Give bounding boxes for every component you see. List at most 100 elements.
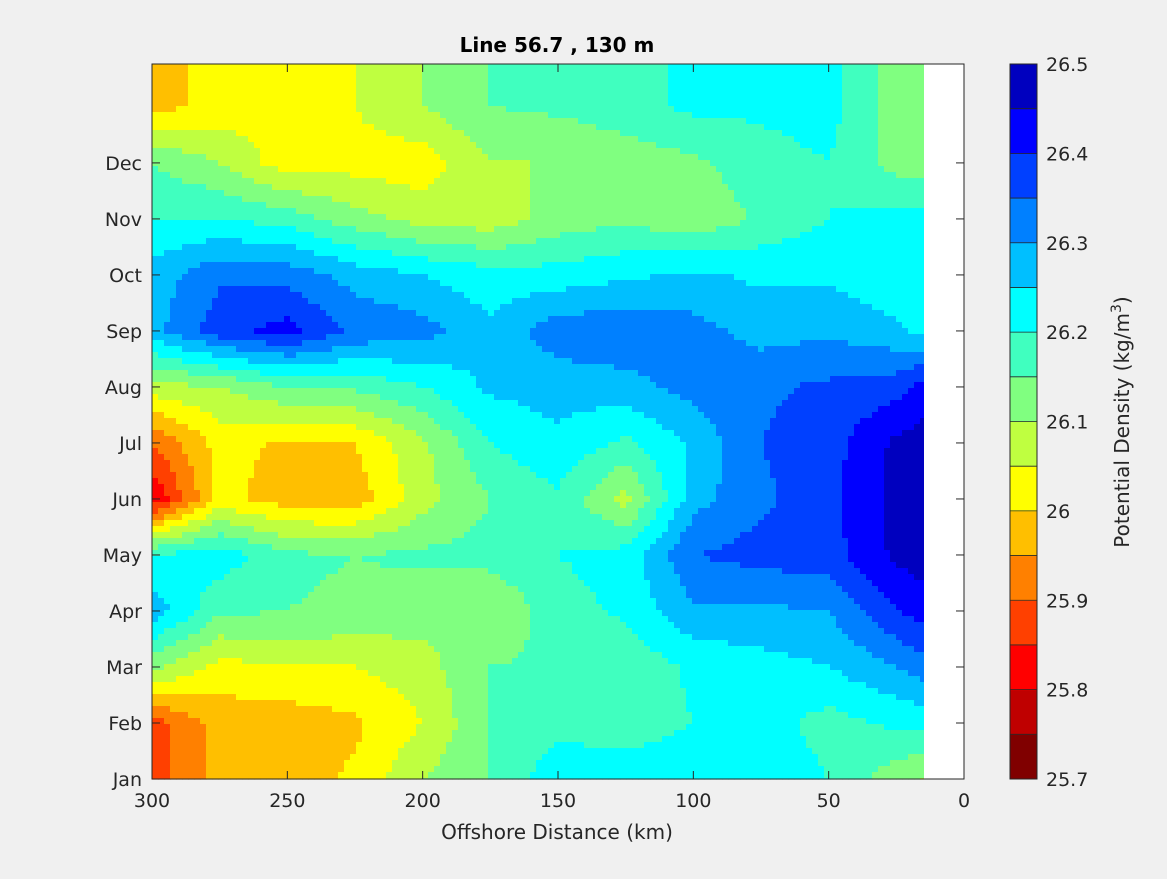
contour-cell <box>194 244 201 251</box>
contour-cell <box>896 70 903 77</box>
contour-cell <box>260 160 267 167</box>
contour-cell <box>164 172 171 179</box>
contour-cell <box>578 274 585 281</box>
contour-cell <box>530 172 537 179</box>
contour-cell <box>836 196 843 203</box>
contour-cell <box>596 160 603 167</box>
contour-cell <box>488 88 495 95</box>
contour-cell <box>740 142 747 149</box>
contour-cell <box>650 214 657 221</box>
contour-cell <box>242 244 249 251</box>
contour-cell <box>854 112 861 119</box>
contour-cell <box>326 160 333 167</box>
contour-cell <box>620 274 627 281</box>
contour-cell <box>830 250 837 257</box>
contour-cell <box>224 184 231 191</box>
contour-cell <box>512 148 519 155</box>
contour-cell <box>218 148 225 155</box>
contour-cell <box>446 190 453 197</box>
contour-cell <box>452 202 459 209</box>
contour-cell <box>902 142 909 149</box>
contour-cell <box>896 184 903 191</box>
contour-cell <box>716 208 723 215</box>
contour-cell <box>842 256 849 263</box>
contour-cell <box>644 256 651 263</box>
contour-cell <box>290 148 297 155</box>
contour-cell <box>470 292 477 299</box>
contour-cell <box>626 262 633 269</box>
contour-cell <box>908 250 915 257</box>
contour-cell <box>758 268 765 275</box>
contour-cell <box>680 244 687 251</box>
contour-cell <box>524 82 531 89</box>
contour-cell <box>230 130 237 137</box>
contour-cell <box>308 226 315 233</box>
contour-cell <box>824 256 831 263</box>
contour-cell <box>260 226 267 233</box>
contour-cell <box>158 244 165 251</box>
contour-cell <box>902 124 909 131</box>
contour-cell <box>596 118 603 125</box>
contour-cell <box>548 232 555 239</box>
contour-cell <box>152 202 159 209</box>
contour-cell <box>200 148 207 155</box>
contour-cell <box>632 238 639 245</box>
contour-cell <box>710 220 717 227</box>
contour-cell <box>188 172 195 179</box>
contour-cell <box>572 88 579 95</box>
contour-cell <box>260 166 267 173</box>
contour-cell <box>650 232 657 239</box>
contour-cell <box>782 106 789 113</box>
contour-cell <box>452 214 459 221</box>
contour-cell <box>152 118 159 125</box>
contour-cell <box>542 208 549 215</box>
contour-cell <box>476 148 483 155</box>
contour-cell <box>296 82 303 89</box>
contour-cell <box>518 274 525 281</box>
contour-cell <box>206 256 213 263</box>
contour-cell <box>530 118 537 125</box>
contour-cell <box>536 196 543 203</box>
contour-cell <box>416 208 423 215</box>
contour-cell <box>374 208 381 215</box>
contour-cell <box>356 256 363 263</box>
contour-cell <box>512 292 519 299</box>
contour-cell <box>572 238 579 245</box>
contour-cell <box>272 202 279 209</box>
contour-cell <box>470 184 477 191</box>
contour-cell <box>740 154 747 161</box>
contour-cell <box>164 250 171 257</box>
contour-cell <box>812 154 819 161</box>
contour-cell <box>584 70 591 77</box>
contour-cell <box>860 262 867 269</box>
contour-cell <box>152 232 159 239</box>
contour-cell <box>518 250 525 257</box>
contour-cell <box>422 148 429 155</box>
contour-cell <box>422 124 429 131</box>
contour-cell <box>152 70 159 77</box>
contour-cell <box>770 166 777 173</box>
contour-cell <box>650 112 657 119</box>
contour-cell <box>734 244 741 251</box>
contour-cell <box>386 208 393 215</box>
contour-cell <box>434 148 441 155</box>
contour-cell <box>422 64 429 71</box>
contour-cell <box>518 244 525 251</box>
contour-cell <box>296 220 303 227</box>
contour-cell <box>872 232 879 239</box>
contour-cell <box>584 220 591 227</box>
contour-cell <box>590 244 597 251</box>
contour-cell <box>872 262 879 269</box>
contour-cell <box>410 280 417 287</box>
contour-cell <box>758 70 765 77</box>
contour-cell <box>440 82 447 89</box>
contour-cell <box>338 232 345 239</box>
contour-cell <box>530 160 537 167</box>
contour-cell <box>608 70 615 77</box>
contour-cell <box>920 124 924 131</box>
contour-cell <box>452 112 459 119</box>
contour-cell <box>758 250 765 257</box>
contour-cell <box>638 274 645 281</box>
contour-cell <box>908 268 915 275</box>
contour-cell <box>806 166 813 173</box>
